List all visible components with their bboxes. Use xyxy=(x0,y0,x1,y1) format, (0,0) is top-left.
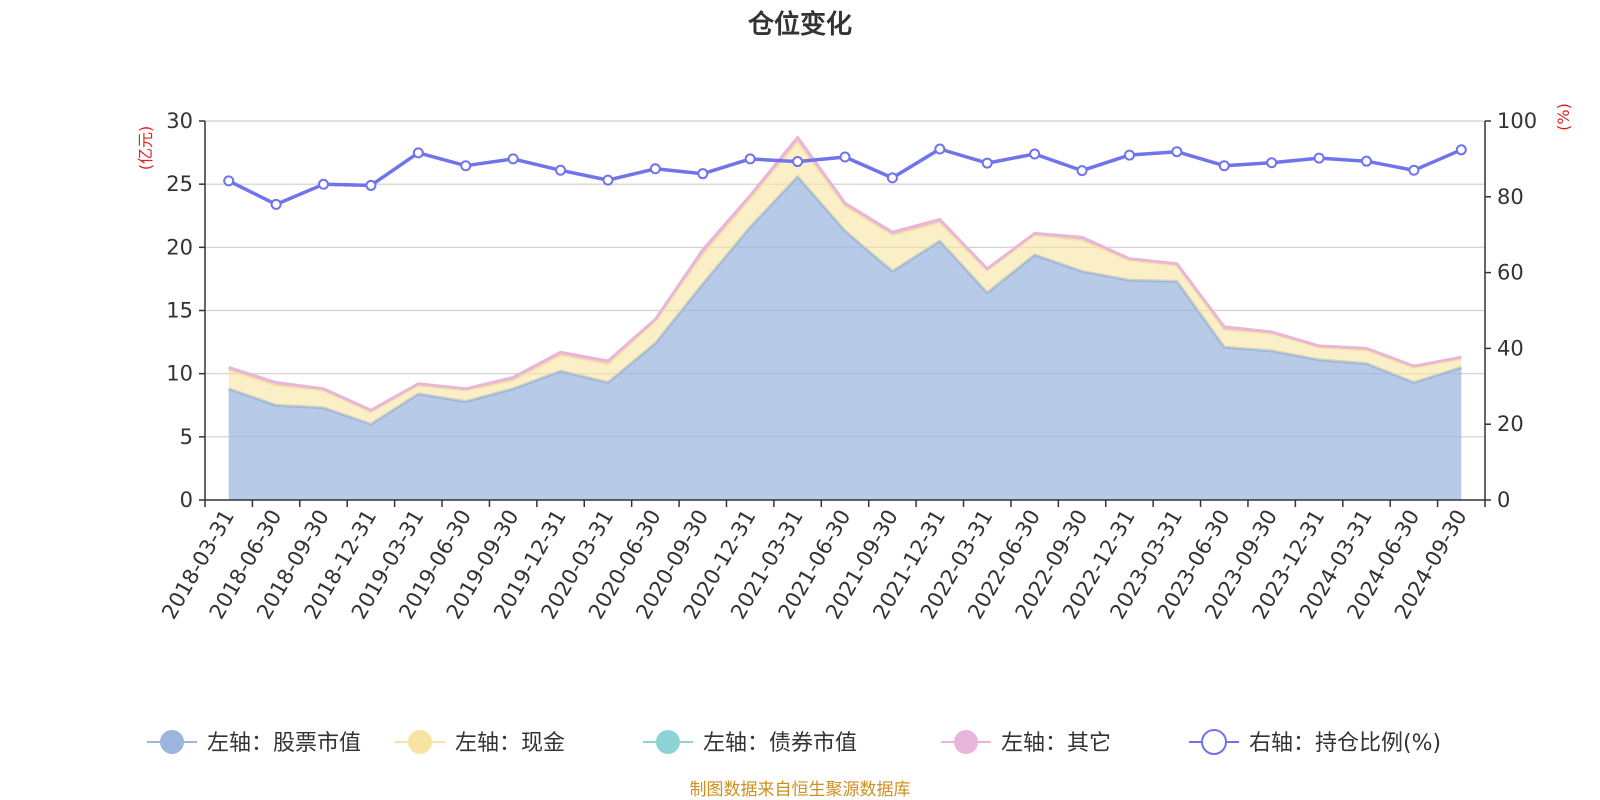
legend-marker xyxy=(656,730,680,754)
ratio-point xyxy=(507,153,519,165)
legend-marker xyxy=(1201,729,1227,755)
ratio-point xyxy=(270,198,282,210)
ratio-point xyxy=(365,179,377,191)
area-edge xyxy=(228,135,1462,412)
right-tick-label: 40 xyxy=(1497,336,1524,360)
ratio-point xyxy=(602,174,614,186)
right-axis-unit: (%) xyxy=(1554,103,1573,131)
ratio-point xyxy=(1455,144,1467,156)
legend-marker xyxy=(954,730,978,754)
right-tick-label: 20 xyxy=(1497,412,1524,436)
ratio-point xyxy=(412,147,424,159)
ratio-point xyxy=(1029,148,1041,160)
ratio-point xyxy=(649,163,661,175)
ratio-point xyxy=(318,178,330,190)
legend-marker xyxy=(160,730,184,754)
source-note: 制图数据来自恒生聚源数据库 xyxy=(690,780,911,800)
ratio-point xyxy=(886,172,898,184)
right-tick-label: 100 xyxy=(1497,109,1537,133)
ratio-point xyxy=(1408,164,1420,176)
ratio-point xyxy=(1313,152,1325,164)
ratio-point xyxy=(697,168,709,180)
left-tick-label: 0 xyxy=(180,488,193,512)
ratio-point xyxy=(555,164,567,176)
chart-title: 仓位变化 xyxy=(747,9,852,40)
left-tick-label: 10 xyxy=(166,362,193,386)
legend-item: 左轴：其它 xyxy=(941,730,1111,756)
area-fill xyxy=(228,176,1462,500)
legend-label: 左轴：股票市值 xyxy=(207,731,361,756)
legend: 左轴：股票市值 左轴：现金 左轴：债券市值 左轴：其它 右轴：持仓比例(%) xyxy=(147,729,1441,756)
ratio-line-series xyxy=(223,143,1467,210)
ratio-point xyxy=(981,157,993,169)
ratio-point xyxy=(792,156,804,168)
right-tick-label: 0 xyxy=(1497,488,1510,512)
ratio-point xyxy=(1076,165,1088,177)
legend-item: 左轴：债券市值 xyxy=(643,730,857,756)
ratio-point xyxy=(1171,146,1183,158)
right-tick-label: 80 xyxy=(1497,185,1524,209)
ratio-point xyxy=(934,143,946,155)
ratio-point xyxy=(744,153,756,165)
area-series xyxy=(228,135,1462,500)
left-tick-label: 30 xyxy=(166,109,193,133)
legend-label: 右轴：持仓比例(%) xyxy=(1249,731,1441,756)
ratio-point xyxy=(460,160,472,172)
left-tick-label: 5 xyxy=(180,425,193,449)
ratio-point xyxy=(839,151,851,163)
legend-label: 左轴：债券市值 xyxy=(703,731,857,756)
right-tick-label: 60 xyxy=(1497,261,1524,285)
legend-item: 左轴：股票市值 xyxy=(147,730,361,756)
left-axis-unit: (亿元) xyxy=(136,126,155,171)
left-tick-label: 25 xyxy=(166,172,193,196)
legend-label: 左轴：其它 xyxy=(1001,731,1111,756)
ratio-point xyxy=(223,175,235,187)
legend-item: 右轴：持仓比例(%) xyxy=(1189,729,1441,756)
legend-item: 左轴：现金 xyxy=(395,730,565,756)
ratio-point xyxy=(1218,160,1230,172)
legend-marker xyxy=(408,730,432,754)
left-tick-label: 15 xyxy=(166,299,193,323)
ratio-point xyxy=(1123,149,1135,161)
left-tick-label: 20 xyxy=(166,235,193,259)
legend-label: 左轴：现金 xyxy=(455,731,565,756)
ratio-point xyxy=(1360,155,1372,167)
ratio-point xyxy=(1266,157,1278,169)
